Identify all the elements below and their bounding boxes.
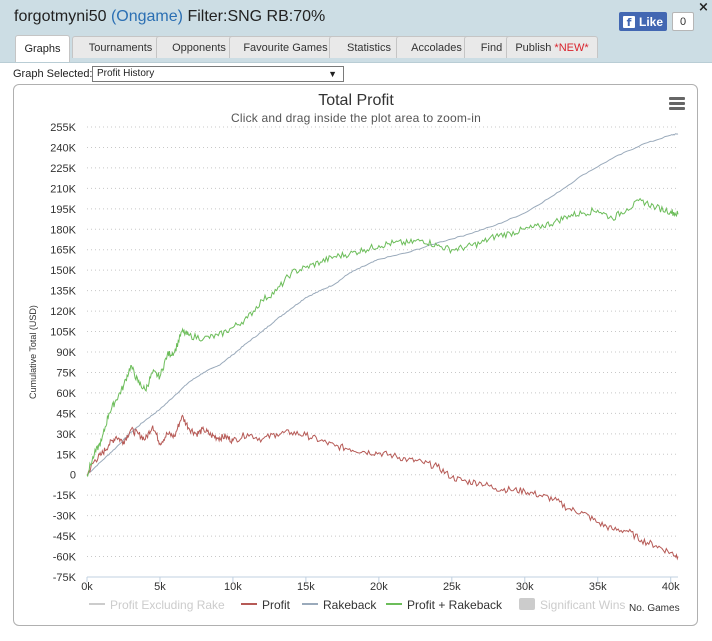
y-tick-label: 45K <box>56 408 76 420</box>
legend-item-profit[interactable]: Profit <box>262 598 291 612</box>
chart-subtitle: Click and drag inside the plot area to z… <box>231 111 481 125</box>
legend-item-profit-excluding-rake[interactable]: Profit Excluding Rake <box>110 598 225 612</box>
hamburger-menu-icon[interactable] <box>669 97 685 111</box>
new-badge: *NEW* <box>554 41 589 54</box>
tab-label: Find <box>480 41 503 54</box>
tab-label: Accolades <box>411 41 462 54</box>
y-tick-label: 105K <box>50 327 76 339</box>
tab-label: Opponents <box>172 41 226 54</box>
x-tick-label: 25k <box>443 581 461 593</box>
x-tick-label: 40k <box>662 581 680 593</box>
y-tick-label: 90K <box>56 347 76 359</box>
y-tick-label: 150K <box>50 265 76 277</box>
y-tick-label: 120K <box>50 306 76 318</box>
legend-item-rakeback[interactable]: Rakeback <box>323 598 377 612</box>
y-axis-title: Cumulative Total (USD) <box>28 305 38 399</box>
x-tick-label: 35k <box>589 581 607 593</box>
filter-text: Filter:SNG RB:70% <box>187 8 326 25</box>
y-tick-label: 225K <box>50 163 76 175</box>
y-tick-label: 165K <box>50 245 76 257</box>
y-tick-label: -60K <box>53 552 77 564</box>
y-tick-label: 180K <box>50 224 76 236</box>
x-tick-label: 10k <box>224 581 242 593</box>
x-tick-label: 30k <box>516 581 534 593</box>
window-title: forgotmyni50 (Ongame) Filter:SNG RB:70% <box>14 8 325 26</box>
tab-label: Favourite Games <box>243 41 328 54</box>
window-header: forgotmyni50 (Ongame) Filter:SNG RB:70% … <box>0 0 712 63</box>
like-count: 0 <box>672 12 694 31</box>
y-tick-label: 75K <box>56 367 76 379</box>
dropdown-arrow-icon: ▼ <box>328 69 337 79</box>
graph-select-value: Profit History <box>97 68 155 79</box>
series-line-rakeback <box>86 133 679 476</box>
y-tick-label: -15K <box>53 490 77 502</box>
tab-label: Tournaments <box>88 41 153 54</box>
facebook-icon: f <box>623 15 635 28</box>
y-tick-label: -75K <box>53 572 77 584</box>
tab-favourite-games[interactable]: Favourite Games <box>229 36 342 58</box>
tab-statistics[interactable]: Statistics <box>329 36 409 58</box>
series-line-profit <box>86 414 679 561</box>
x-axis-title: No. Games <box>629 603 680 614</box>
x-tick-label: 0k <box>81 581 93 593</box>
tab-accolades[interactable]: Accolades <box>396 36 477 58</box>
y-tick-label: -45K <box>53 531 77 543</box>
x-tick-label: 5k <box>154 581 166 593</box>
y-tick-label: 0 <box>70 470 76 482</box>
y-tick-label: 60K <box>56 388 76 400</box>
close-icon[interactable]: × <box>698 0 709 15</box>
y-tick-label: 195K <box>50 204 76 216</box>
y-tick-label: 30K <box>56 429 76 441</box>
like-label: Like <box>639 14 664 29</box>
chart-title: Total Profit <box>318 92 394 109</box>
facebook-like-button[interactable]: f Like <box>619 12 667 31</box>
tab-label: Graphs <box>24 43 61 55</box>
y-tick-label: 15K <box>56 449 76 461</box>
y-tick-label: 210K <box>50 183 76 195</box>
legend-item-profit-rakeback[interactable]: Profit + Rakeback <box>407 598 503 612</box>
tab-opponents[interactable]: Opponents <box>156 36 242 58</box>
tab-tournaments[interactable]: Tournaments <box>72 36 169 58</box>
tab-graphs[interactable]: Graphs <box>15 35 70 62</box>
player-name: forgotmyni50 <box>14 8 107 25</box>
legend-item-significant-wins[interactable]: Significant Wins <box>540 598 625 612</box>
y-tick-label: 135K <box>50 286 76 298</box>
y-tick-label: 255K <box>50 122 76 134</box>
y-tick-label: 240K <box>50 142 76 154</box>
x-tick-label: 15k <box>297 581 315 593</box>
graph-select[interactable]: Profit History ▼ <box>92 66 344 82</box>
x-tick-label: 20k <box>370 581 388 593</box>
site-name[interactable]: (Ongame) <box>110 8 183 25</box>
tab-publish[interactable]: Publish *NEW* <box>506 36 598 58</box>
series-line-profit-rakeback <box>86 197 679 478</box>
legend-symbol-significant-wins <box>519 598 535 610</box>
graph-selected-label: Graph Selected: <box>13 68 93 80</box>
tab-label: Publish <box>515 41 552 54</box>
tab-label: Statistics <box>346 41 391 54</box>
y-tick-label: -30K <box>53 511 77 523</box>
